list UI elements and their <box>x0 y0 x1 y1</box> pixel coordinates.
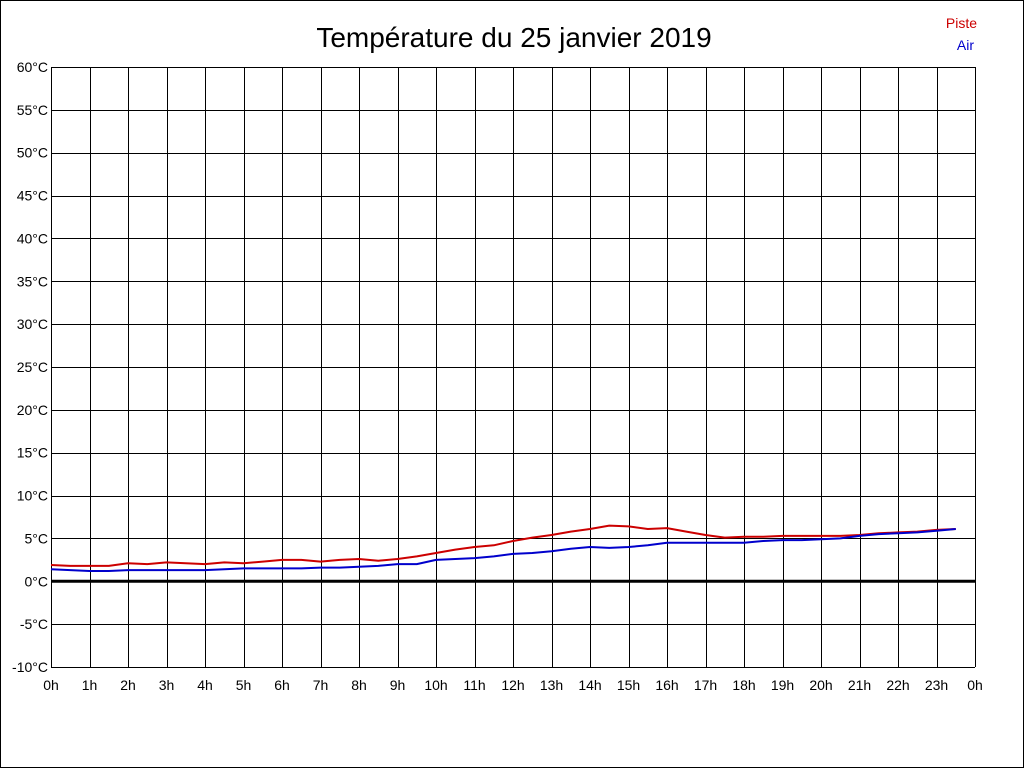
x-tick-label: 0h <box>967 677 983 693</box>
legend-item-air: Air <box>957 37 974 53</box>
y-tick-label: 45°C <box>17 188 48 204</box>
y-tick-label: 30°C <box>17 316 48 332</box>
x-tick-label: 19h <box>771 677 794 693</box>
x-tick-label: 5h <box>236 677 252 693</box>
y-tick-label: 40°C <box>17 230 48 246</box>
y-tick-label: 35°C <box>17 273 48 289</box>
x-tick-label: 9h <box>390 677 406 693</box>
x-tick-label: 10h <box>424 677 447 693</box>
y-tick-label: 20°C <box>17 402 48 418</box>
x-tick-label: 11h <box>463 677 485 693</box>
y-tick-label: 60°C <box>17 59 48 75</box>
y-tick-label: 50°C <box>17 145 48 161</box>
x-tick-label: 15h <box>617 677 640 693</box>
x-tick-label: 7h <box>313 677 329 693</box>
x-axis-labels: 0h 1h 2h 3h 4h 5h 6h 7h 8h 9h 10h 11h 12h 13h 14h 15h 16… <box>43 677 983 693</box>
x-tick-label: 8h <box>351 677 367 693</box>
x-tick-label: 16h <box>655 677 678 693</box>
x-tick-label: 20h <box>809 677 832 693</box>
x-tick-label: 21h <box>848 677 871 693</box>
legend-item-piste: Piste <box>946 15 977 31</box>
x-tick-label: 6h <box>274 677 290 693</box>
x-tick-label: 14h <box>578 677 601 693</box>
chart-title: Température du 25 janvier 2019 <box>316 22 711 53</box>
series-lines <box>50 524 956 572</box>
x-tick-label: 12h <box>501 677 524 693</box>
x-tick-label: 4h <box>197 677 213 693</box>
legend: Piste Air <box>946 15 977 53</box>
y-tick-label: 55°C <box>17 102 48 118</box>
y-tick-label: 5°C <box>25 530 49 546</box>
x-tick-label: 17h <box>694 677 717 693</box>
grid-lines <box>51 67 976 668</box>
y-tick-label: 10°C <box>17 488 48 504</box>
y-tick-label: 0°C <box>25 573 49 589</box>
x-tick-label: 23h <box>925 677 948 693</box>
x-tick-label: 0h <box>43 677 59 693</box>
x-tick-label: 18h <box>732 677 755 693</box>
series-line-air <box>50 528 956 572</box>
series-line-piste <box>50 524 956 567</box>
y-tick-label: 25°C <box>17 359 48 375</box>
x-tick-label: 3h <box>159 677 175 693</box>
y-tick-label: -10°C <box>12 659 48 675</box>
y-axis-labels: 60°C 55°C 50°C 45°C 40°C 35°C 30°C 25°C 20°C 15°C… <box>12 59 48 675</box>
x-tick-label: 13h <box>540 677 563 693</box>
x-tick-label: 1h <box>82 677 98 693</box>
x-tick-label: 22h <box>886 677 909 693</box>
y-tick-label: -5°C <box>20 616 48 632</box>
x-tick-label: 2h <box>120 677 136 693</box>
y-tick-label: 15°C <box>17 445 48 461</box>
